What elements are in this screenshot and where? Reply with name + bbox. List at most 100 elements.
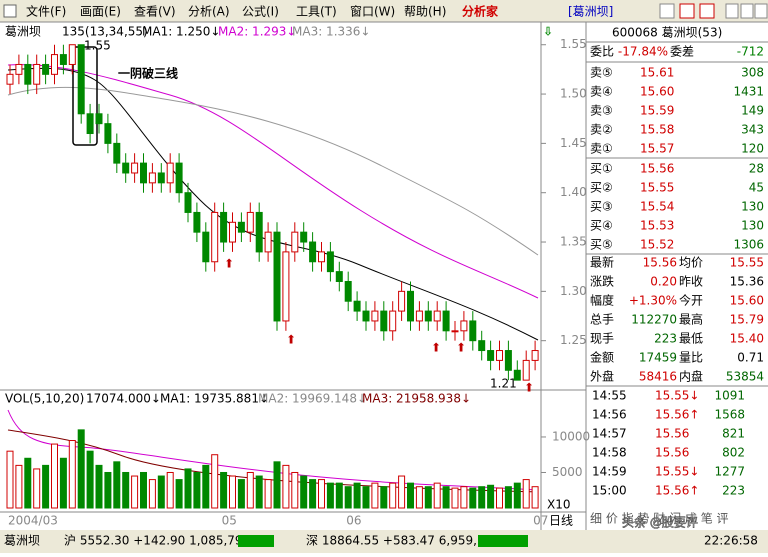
quote-cell: 委比 [590,45,614,59]
quote-cell: 15.56↑ [655,484,699,498]
status-sz: 深 18864.55 +583.47 6,959,191 [306,534,500,548]
quote-cell: 15.54 [640,200,674,214]
x-tick-label: 2004/03 [8,514,58,528]
vol-ma: MA1: 19735.881↓ [160,392,269,406]
quote-cell: 卖④ [590,85,613,99]
menu-item[interactable]: 文件(F) [26,4,66,19]
quote-cell: 15.60 [730,294,764,308]
menu-item[interactable]: 画面(E) [80,5,121,19]
quote-cell: 15.55 [640,181,674,195]
menu-item[interactable]: 窗口(W) [350,5,395,19]
menu-item[interactable]: 公式(I) [242,5,279,19]
candle-body [487,350,495,361]
menu-item[interactable]: 查看(V) [134,5,176,19]
ma-label: MA1: 1.250↓ [142,25,220,39]
signal-arrow: ⬆ [286,333,296,347]
quote-cell: 15.60 [640,85,674,99]
win-button[interactable] [754,3,768,19]
y-tick-label: 1.25 [560,333,587,347]
candle-body [407,290,414,322]
candle-body [6,73,14,85]
candle-body [433,310,441,322]
quote-cell: 买② [590,181,613,195]
candle-body [504,350,512,371]
volume-bar [59,457,67,509]
quote-cell: 15.56↑ [655,408,699,422]
menu-item[interactable]: 分析(A) [188,5,230,19]
volume-bar [140,471,147,509]
status-bar-graph [238,535,274,547]
candle-body [77,44,85,115]
quote-cell: 量比 [679,351,703,365]
brand: 分析家 [462,4,499,19]
min-button[interactable] [659,3,675,19]
volume-bar [478,486,486,509]
x-tick-label: 05 [222,514,237,528]
quote-cell: 821 [722,427,745,441]
close-button[interactable] [699,3,715,19]
quote-cell: 15.79 [730,313,764,327]
y-tick-label: 1.50 [560,87,587,101]
quote-cell: 15.58 [640,123,674,137]
quote-cell: 15.36 [730,275,764,289]
status-sh: 沪 5552.30 +142.90 1,085,793 [64,534,250,548]
quote-cell: 45 [749,181,764,195]
candle-body [326,251,334,273]
chart-title: 葛洲坝 [5,25,41,39]
volume-bar [433,482,441,509]
quote-cell: 15.55↓ [655,465,699,479]
volume-bar [95,464,103,509]
candle-body [15,63,23,75]
volume-bar [362,486,370,509]
menu-item[interactable]: 工具(T) [296,5,337,19]
quote-cell: 0.20 [650,275,677,289]
ma3-line [7,86,539,256]
volume-bar [424,486,432,509]
candle-body [229,221,236,243]
watermark: 头条 @股要评 [622,516,698,530]
quote-cell: 308 [741,66,764,80]
candle-body [344,280,352,302]
menu-item[interactable]: 帮助(H) [404,5,446,19]
quote-cell: 1568 [714,408,745,422]
download-icon[interactable]: ⇩ [543,25,553,39]
high-label: 1.55 [84,39,111,53]
candle-body [282,251,290,322]
volume-bar [407,482,414,509]
max-button[interactable] [679,3,695,19]
volume-bar [460,486,468,509]
quote-cell: 1306 [733,238,764,252]
candle-body [264,231,272,253]
quote-cell: 均价 [679,256,703,270]
y-tick-label: 1.30 [560,284,587,298]
quote-cell: 最新 [590,255,614,270]
win-button[interactable] [725,3,739,19]
panel-tabs[interactable]: 细 价 指 势 财 闲 成 笔 评 [590,511,729,526]
quote-cell: 外盘 [590,369,614,384]
volume-bar [6,450,14,509]
candle-body [442,310,450,332]
y-tick-label: 1.55 [560,37,587,51]
volume-bar [122,471,130,509]
quote-cell: 幅度 [590,293,614,308]
volume-bar [371,482,379,509]
candle-body [469,320,477,342]
candle-body [122,162,130,174]
volume-bar [113,461,121,509]
quote-cell: 买① [590,162,613,176]
volume-bar [86,450,94,509]
vol-tick-label: 5000 [552,465,583,479]
candle-body [531,350,539,361]
candle-body [318,251,325,263]
quote-cell: 15.55↓ [655,389,699,403]
quote-cell: 58416 [639,370,677,384]
volume-bar [24,457,32,509]
candle-body [246,211,254,233]
quote-cell: 15.56 [655,446,689,460]
win-button[interactable] [740,3,754,19]
candle-body [460,320,468,332]
candle-body [300,231,308,243]
ma1-line [7,67,539,341]
quote-cell: 14:57 [592,427,627,441]
candle-body [255,211,263,253]
